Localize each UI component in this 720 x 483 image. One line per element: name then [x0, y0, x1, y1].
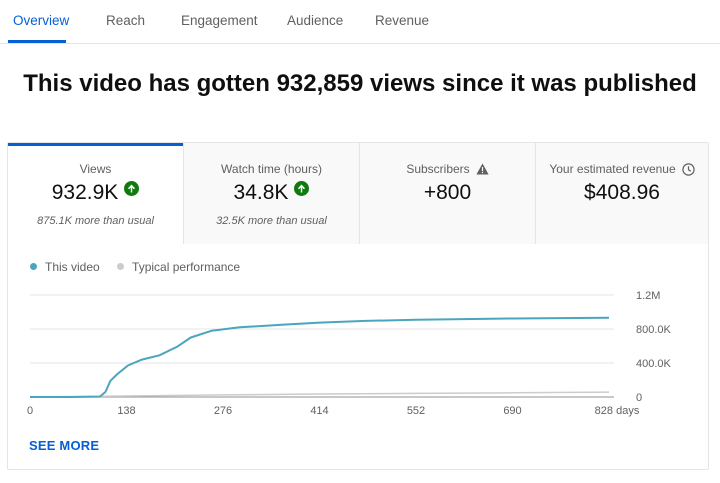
metric-estimated-revenue[interactable]: Your estimated revenue $408.96 [535, 143, 708, 244]
legend-dot [30, 263, 37, 270]
metric-value: $408.96 [584, 181, 660, 204]
chart-legend: This video Typical performance [30, 260, 254, 274]
active-tab-indicator [8, 40, 66, 43]
metric-watch-time[interactable]: Watch time (hours) 34.8K 32.5K more than… [183, 143, 359, 244]
x-tick-label: 0 [27, 405, 33, 417]
tab-bar: Overview Reach Engagement Audience Reven… [0, 0, 720, 44]
metric-value: 34.8K [233, 181, 289, 204]
metric-label: Subscribers [406, 162, 470, 176]
series-line-this-video [30, 316, 610, 398]
tab-audience[interactable]: Audience [287, 13, 344, 28]
warning-icon [476, 163, 489, 175]
x-tick-label: 414 [310, 405, 328, 417]
x-tick-label: 552 [407, 405, 425, 417]
metric-comparison: 875.1K more than usual [37, 215, 154, 227]
legend-label: Typical performance [132, 260, 241, 274]
metric-label-row: Your estimated revenue [536, 162, 708, 176]
metric-value-row: 932.9K [8, 181, 183, 205]
legend-item-this-video: This video [30, 260, 100, 274]
x-tick-label: 828 days [595, 405, 640, 417]
y-tick-label: 800.0K [636, 324, 672, 336]
x-tick-label: 276 [214, 405, 232, 417]
metric-subscribers[interactable]: Subscribers +800 [359, 143, 535, 244]
metric-value-row: 34.8K [184, 181, 359, 205]
clock-icon [681, 163, 695, 176]
x-tick-label: 690 [503, 405, 521, 417]
tab-overview[interactable]: Overview [13, 13, 70, 28]
legend-item-typical: Typical performance [117, 260, 240, 274]
metric-comparison: 32.5K more than usual [216, 215, 327, 227]
x-tick-label: 138 [117, 405, 135, 417]
metric-label: Your estimated revenue [549, 162, 676, 176]
y-tick-label: 0 [636, 392, 642, 404]
metric-value: +800 [423, 181, 472, 204]
series-line-typical [29, 391, 610, 398]
y-tick-label: 400.0K [636, 358, 672, 370]
arrow-up-icon [124, 181, 140, 196]
tab-reach[interactable]: Reach [106, 13, 146, 28]
metric-label: Watch time (hours) [221, 162, 322, 176]
see-more-link[interactable]: SEE MORE [29, 438, 100, 453]
arrow-up-icon [294, 181, 310, 196]
page-headline: This video has gotten 932,859 views sinc… [23, 70, 697, 97]
legend-dot [117, 263, 125, 270]
views-line-chart: 0 400.0K 800.0K 1.2M 0 138 276 414 552 690 828 day… [27, 290, 672, 417]
metric-value: 932.9K [51, 181, 119, 204]
overview-card: Views 932.9K 875.1K more than usual Watc… [7, 142, 709, 470]
y-tick-label: 1.2M [636, 290, 660, 302]
metric-views[interactable]: Views 932.9K 875.1K more than usual [8, 143, 183, 244]
tab-revenue[interactable]: Revenue [375, 13, 430, 28]
tab-engagement[interactable]: Engagement [181, 13, 258, 28]
metric-label: Views [79, 162, 112, 176]
metric-label-row: Subscribers [360, 162, 535, 176]
legend-label: This video [45, 260, 100, 274]
